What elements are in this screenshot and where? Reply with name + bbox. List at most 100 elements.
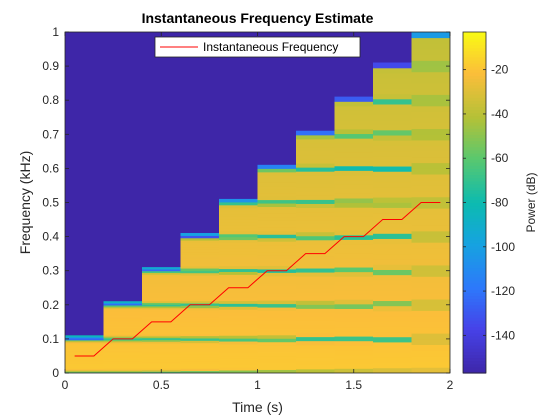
spectrogram-cell	[219, 222, 258, 226]
colorbar-tick-label: -80	[491, 196, 509, 210]
colorbar-segment	[463, 35, 486, 39]
spectrogram-cell	[334, 184, 374, 190]
spectrogram-cell	[142, 339, 181, 342]
spectrogram-cell	[373, 326, 412, 333]
spectrogram-cell	[296, 271, 335, 277]
spectrogram-cell	[103, 354, 143, 357]
spectrogram-cell	[142, 295, 181, 298]
spectrogram-cell	[296, 275, 335, 281]
spectrogram-cell	[65, 362, 104, 365]
spectrogram-cell	[411, 196, 450, 203]
spectrogram-cell	[219, 329, 258, 333]
colorbar-segment	[463, 332, 486, 337]
spectrogram-cell	[65, 363, 104, 365]
spectrogram-cell	[180, 263, 220, 267]
spectrogram-cell	[334, 253, 374, 259]
spectrogram-cell	[334, 115, 374, 121]
spectrogram-cell	[411, 287, 450, 294]
spectrogram-cell	[334, 345, 374, 351]
spectrogram-cell	[142, 307, 181, 310]
colorbar-segment	[463, 295, 486, 300]
colorbar-segment	[463, 351, 486, 355]
colorbar-segment	[463, 211, 486, 216]
colorbar-segment	[463, 50, 486, 55]
spectrogram-cell	[373, 150, 412, 157]
spectrogram-cell	[411, 117, 450, 124]
spectrogram-cell	[142, 272, 181, 275]
colorbar-segment	[463, 137, 486, 142]
spectrogram-cell	[142, 298, 181, 302]
spectrogram-cell	[219, 364, 258, 368]
spectrogram-cell	[334, 317, 374, 323]
colorbar-segment	[463, 249, 486, 253]
spectrogram-cell	[411, 310, 450, 317]
spectrogram-cell	[373, 140, 412, 146]
colorbar-segment	[463, 53, 486, 58]
spectrogram-cell	[65, 337, 104, 340]
spectrogram-cell	[411, 355, 450, 363]
spectrogram-cell	[65, 336, 104, 338]
spectrogram-cell	[411, 219, 450, 226]
spectrogram-cell	[373, 217, 412, 224]
spectrogram-cell	[373, 186, 412, 193]
colorbar-segment	[463, 252, 486, 256]
y-axis-label: Frequency (kHz)	[17, 151, 33, 254]
spectrogram-cell	[257, 227, 297, 232]
spectrogram-cell	[411, 327, 450, 334]
spectrogram-cell	[180, 260, 220, 264]
spectrogram-cell	[257, 192, 297, 197]
spectrogram-cell	[142, 297, 181, 300]
spectrogram-cell	[65, 361, 104, 363]
spectrogram-cell	[296, 312, 335, 317]
spectrogram-cell	[65, 365, 104, 367]
colorbar-segment	[463, 75, 486, 80]
spectrogram-cell	[257, 293, 297, 298]
spectrogram-cell	[65, 362, 104, 364]
spectrogram-cell	[103, 337, 143, 339]
colorbar-segment	[463, 255, 486, 259]
spectrogram-cell	[180, 286, 220, 290]
spectrogram-cell	[219, 253, 258, 258]
spectrogram-cell	[373, 367, 412, 373]
spectrogram-cell	[296, 300, 335, 305]
spectrogram-cell	[142, 325, 181, 328]
spectrogram-cell	[411, 367, 450, 373]
spectrogram-cell	[373, 78, 412, 84]
spectrogram-cell	[219, 245, 258, 249]
spectrogram-cell	[103, 311, 143, 314]
spectrogram-cell	[180, 342, 220, 346]
spectrogram-cell	[257, 248, 297, 253]
spectrogram-cell	[411, 139, 450, 147]
spectrogram-cell	[296, 263, 335, 269]
spectrogram-cell	[411, 350, 450, 357]
spectrogram-cell	[65, 364, 104, 366]
spectrogram-cell	[180, 293, 220, 297]
spectrogram-cell	[334, 105, 374, 112]
spectrogram-cell	[257, 310, 297, 315]
y-axis: 0 0.1 0.2 0.3 0.4 0.5 0.6 0.7 0.8 0.9 1	[42, 25, 450, 380]
spectrogram-cell	[103, 302, 143, 305]
spectrogram-cell	[334, 101, 374, 107]
colorbar-segment	[463, 81, 486, 86]
spectrogram-cell	[219, 242, 258, 246]
spectrogram-cell	[219, 219, 258, 223]
spectrogram-cell	[180, 333, 220, 337]
colorbar-segment	[463, 165, 486, 169]
spectrogram-cell	[373, 310, 412, 317]
colorbar	[463, 32, 486, 374]
spectrogram-cell	[103, 320, 143, 323]
spectrogram-cell	[373, 222, 412, 229]
spectrogram-cell	[103, 322, 143, 325]
spectrogram-cell	[142, 316, 181, 319]
colorbar-segment	[463, 348, 486, 352]
spectrogram-cell	[219, 300, 258, 304]
legend: Instantaneous Frequency	[154, 36, 361, 58]
spectrogram-cell	[219, 227, 258, 232]
spectrogram-cell	[65, 339, 104, 341]
colorbar-segment	[463, 190, 486, 194]
spectrogram-cell	[334, 230, 374, 236]
spectrogram-cell	[180, 312, 220, 316]
spectrogram-cell	[411, 361, 450, 368]
spectrogram-cell	[142, 274, 181, 277]
colorbar-segment	[463, 317, 486, 321]
